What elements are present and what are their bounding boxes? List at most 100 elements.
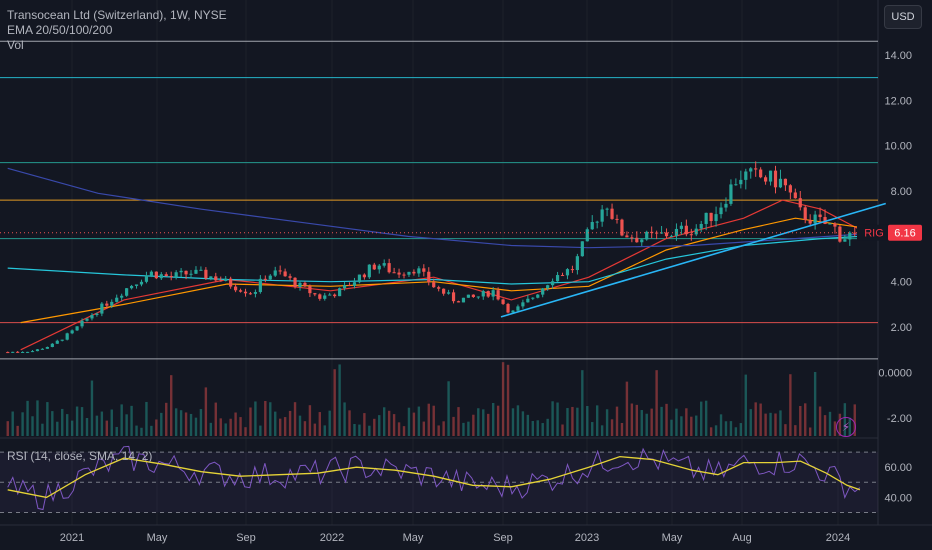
- volume-bar: [115, 426, 118, 436]
- axes: 16.0014.0012.0010.008.006.004.002.000.00…: [0, 5, 922, 544]
- volume-bar: [125, 414, 128, 436]
- volume-bar: [417, 406, 421, 436]
- candle-body: [323, 295, 327, 299]
- volume-bar: [491, 402, 495, 436]
- volume-bar: [378, 415, 381, 436]
- price-tick-label: 0.0000: [878, 367, 912, 379]
- rsi-line: [7, 445, 861, 511]
- candle-body: [70, 330, 74, 334]
- candle-body: [392, 272, 396, 274]
- candle-body: [590, 222, 594, 230]
- candle-body: [50, 343, 54, 347]
- volume-bar: [323, 425, 326, 436]
- candle-body: [367, 264, 371, 278]
- volume-bar: [660, 406, 663, 436]
- volume-bar: [288, 410, 292, 436]
- volume-bar: [209, 422, 213, 436]
- candle-body: [575, 256, 579, 271]
- candle-body: [11, 351, 15, 353]
- candle-body: [352, 282, 357, 286]
- volume-bar: [531, 420, 534, 436]
- volume-bar: [85, 417, 89, 436]
- candle-body: [115, 297, 119, 302]
- volume-bar: [774, 413, 777, 436]
- volume-bar: [234, 412, 237, 436]
- volume-bar: [338, 364, 341, 436]
- trendline: [500, 202, 886, 318]
- volume-bar: [506, 364, 510, 436]
- candle-body: [85, 318, 89, 321]
- volume-bar: [407, 407, 411, 436]
- price-tick-label: 10.00: [884, 141, 912, 153]
- volume-bar: [155, 419, 158, 436]
- volume-bar: [397, 422, 401, 436]
- candle-body: [724, 203, 728, 208]
- volume-bar: [274, 411, 277, 436]
- volume-bar: [452, 416, 455, 436]
- volume-bar: [576, 407, 579, 436]
- volume-bar: [630, 403, 634, 436]
- volume-bar: [784, 424, 787, 436]
- candle-body: [120, 295, 124, 298]
- volume-bar: [605, 409, 609, 436]
- candle-body: [164, 274, 168, 277]
- candle-body: [570, 269, 575, 271]
- volume-bar: [511, 408, 515, 436]
- volume-bar: [41, 423, 44, 436]
- volume-bar: [358, 424, 361, 436]
- volume-bar: [353, 423, 356, 436]
- volume-bar: [95, 415, 99, 436]
- volume-bar: [160, 412, 163, 436]
- candle-body: [80, 320, 84, 327]
- candle-body: [526, 298, 530, 303]
- candle-body: [95, 313, 99, 316]
- candle-body: [174, 272, 178, 278]
- candle-body: [387, 263, 391, 273]
- currency-button[interactable]: USD: [884, 5, 922, 29]
- candle-body: [442, 288, 446, 294]
- volume-bar: [501, 362, 505, 436]
- volume-bar: [789, 374, 792, 436]
- candle-body: [412, 271, 416, 274]
- candle-body: [818, 214, 822, 218]
- candle-body: [501, 299, 505, 304]
- ema-200-line: [7, 167, 860, 249]
- volume-bar: [46, 402, 49, 436]
- lightning-icon[interactable]: ⚡: [836, 417, 856, 437]
- candle-body: [719, 207, 723, 215]
- candle-body: [754, 168, 758, 170]
- time-tick-label: 2023: [575, 532, 599, 544]
- candle-body: [372, 264, 376, 270]
- volume-bar: [31, 416, 34, 436]
- volume-bar: [709, 427, 713, 436]
- candle-body: [35, 349, 40, 352]
- volume-bar: [610, 419, 614, 436]
- candle-body: [110, 301, 114, 306]
- candle-body: [546, 285, 550, 289]
- volume-bar: [853, 404, 856, 436]
- volume-bar: [298, 415, 302, 436]
- volume-bar: [387, 410, 391, 436]
- volume-bar: [516, 405, 520, 436]
- candle-body: [461, 297, 466, 303]
- volume-bar: [224, 423, 227, 436]
- candle-body: [427, 271, 431, 283]
- volume-bar: [620, 422, 624, 436]
- trendlines: [500, 202, 886, 318]
- candle-body: [843, 239, 847, 242]
- volume-bar: [11, 411, 14, 436]
- volume-bar: [546, 418, 549, 436]
- volume-bar: [749, 409, 752, 436]
- candle-body: [283, 271, 287, 277]
- ema-100-line: [7, 235, 860, 285]
- volume-bar: [447, 381, 450, 436]
- candle-body: [377, 265, 381, 270]
- candle-body: [298, 282, 302, 287]
- volume-bars: [6, 362, 856, 436]
- volume-bar: [130, 405, 133, 436]
- volume-bar: [581, 370, 584, 436]
- volume-bar: [26, 400, 29, 436]
- volume-bar: [472, 414, 475, 436]
- candle-body: [55, 340, 59, 344]
